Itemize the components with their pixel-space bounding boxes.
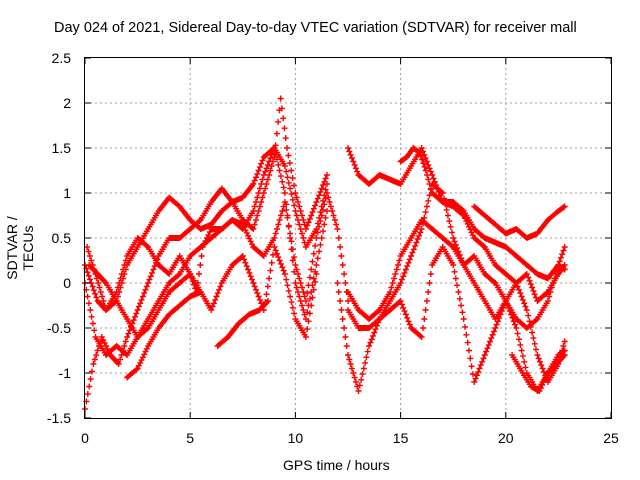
series-markers <box>345 181 568 331</box>
y-tick-label: 1.5 <box>52 140 72 156</box>
series-track-11 <box>334 244 568 394</box>
series-track-7 <box>124 289 204 381</box>
x-tick-label: 20 <box>498 430 514 446</box>
series-markers <box>124 289 204 381</box>
series-markers <box>214 298 271 349</box>
series-markers <box>345 145 568 282</box>
series-track-6 <box>214 298 271 349</box>
x-tick-label: 10 <box>288 430 304 446</box>
grid-lines <box>85 58 611 418</box>
series-track-10 <box>345 181 568 331</box>
y-tick-label: 2 <box>63 95 71 111</box>
data-series <box>82 95 568 412</box>
y-tick-label: -1 <box>59 365 72 381</box>
y-tick-label: -1.5 <box>47 410 71 426</box>
series-markers <box>334 244 568 394</box>
x-tick-label: 5 <box>186 430 194 446</box>
series-markers <box>471 203 568 241</box>
series-markers <box>509 352 568 394</box>
chart-title: Day 024 of 2021, Sidereal Day-to-day VTE… <box>54 20 577 36</box>
x-tick-label: 25 <box>603 430 619 446</box>
series-track-12 <box>397 145 568 385</box>
series-track-5 <box>86 244 320 340</box>
series-markers <box>82 95 330 412</box>
series-track-2 <box>82 95 330 412</box>
series-track-14 <box>509 352 568 394</box>
plot-frame <box>84 57 612 419</box>
y-axis-label: SDTVAR / TECUs <box>4 216 36 280</box>
y-tick-label: 0.5 <box>52 230 72 246</box>
series-markers <box>397 145 568 385</box>
series-track-8 <box>345 145 568 282</box>
series-markers <box>86 244 320 340</box>
series-track-13 <box>471 203 568 241</box>
y-tick-label: 1 <box>63 185 71 201</box>
x-tick-label: 15 <box>393 430 409 446</box>
x-axis-label: GPS time / hours <box>283 457 390 473</box>
y-tick-label: 0 <box>63 275 71 291</box>
axis-ticks: 0 5 10 15 20 25 -1.5 -1 -0.5 0 0.5 1 1.5 2 2.5 <box>47 50 619 446</box>
y-tick-label: -0.5 <box>47 320 71 336</box>
x-tick-label: 0 <box>81 430 89 446</box>
y-tick-label: 2.5 <box>52 50 72 66</box>
